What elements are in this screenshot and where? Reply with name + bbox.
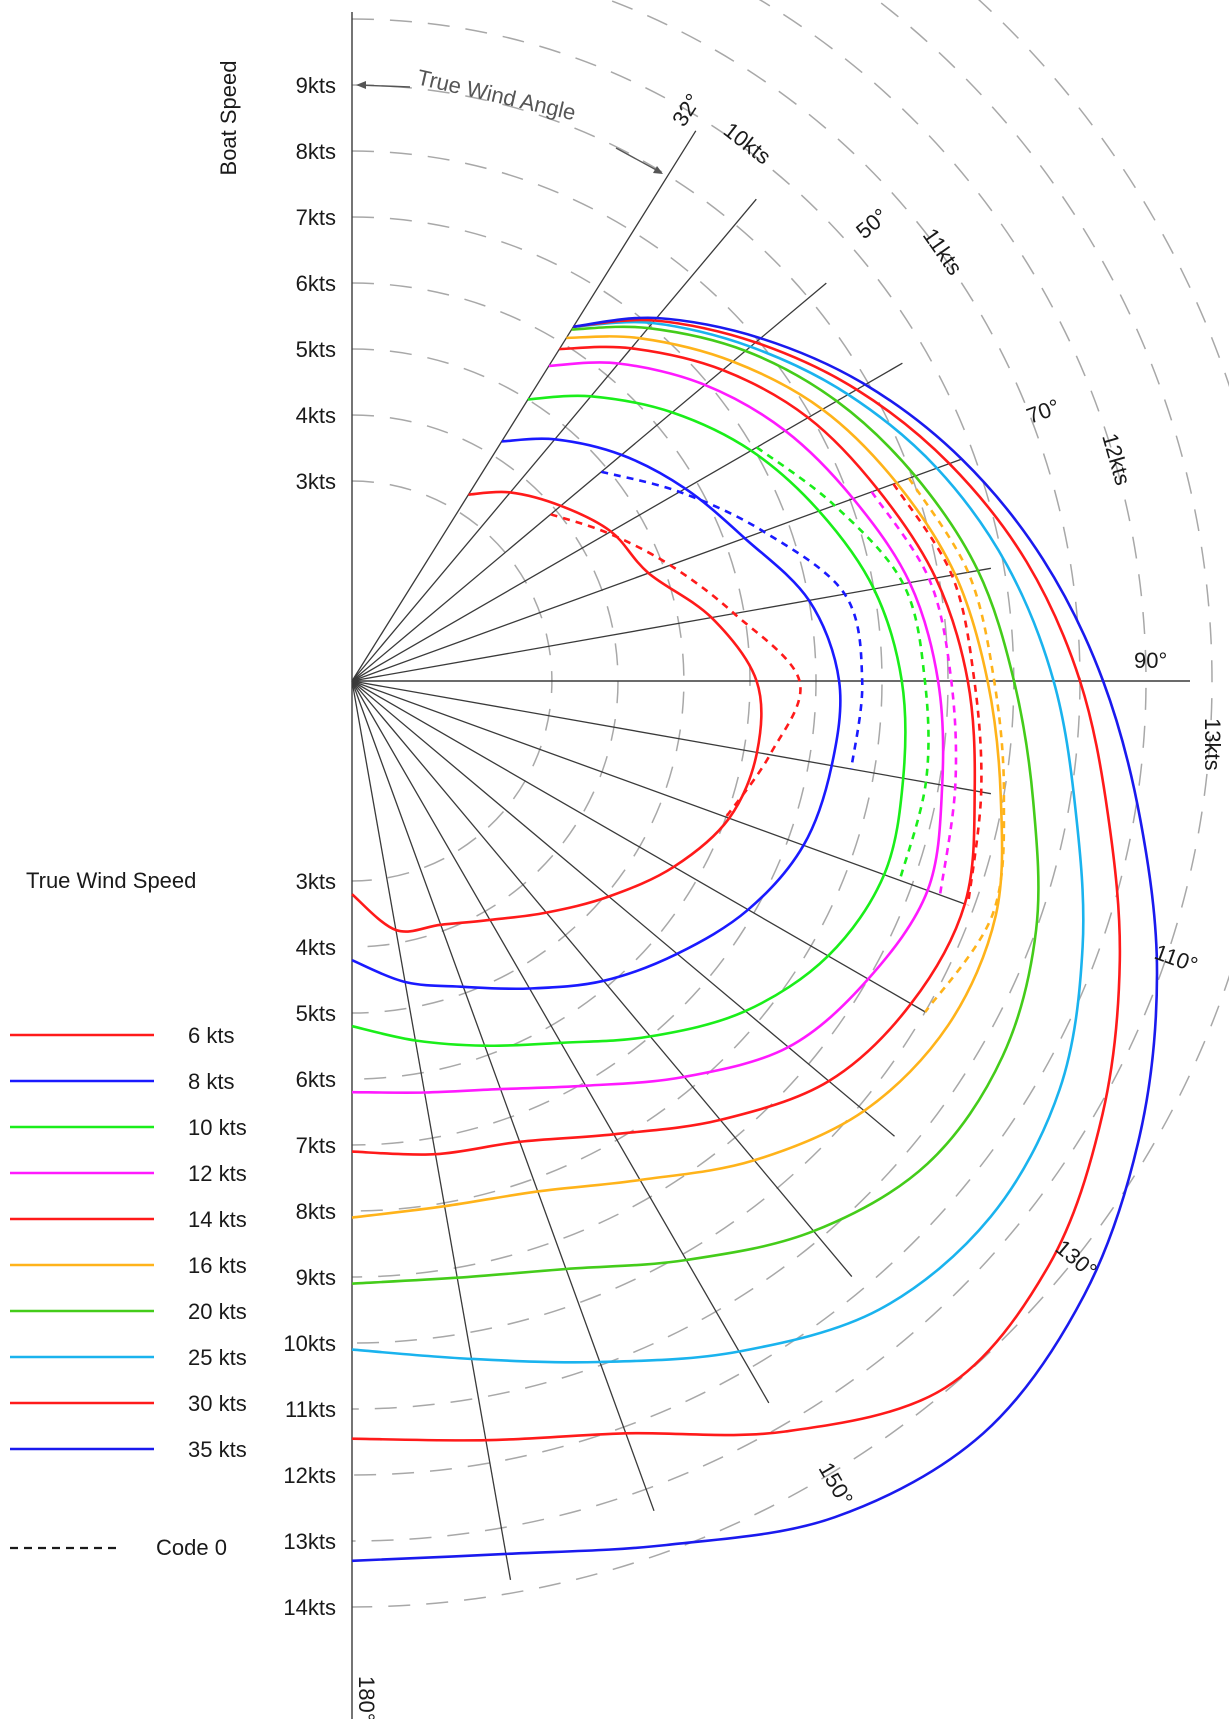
speed-ring [351,0,1213,1542]
polar-curve-20kts [351,325,1040,1285]
angle-spokes [351,130,992,1581]
polar-curves [351,316,1159,1563]
spoke-110 [351,680,966,905]
lower-tick-label: 5kts [296,1001,336,1026]
angle-label-90: 90° [1134,648,1167,673]
code0-curve-012kts [870,491,958,896]
legend-label: 20 kts [188,1299,247,1324]
true-wind-angle-title: True Wind Angle [415,65,578,126]
upper-tick-label: 9kts [296,73,336,98]
legend-label: 35 kts [188,1437,247,1462]
lower-tick-label: 11kts [285,1397,336,1422]
legend-title: True Wind Speed [26,868,196,893]
spoke-120 [351,680,926,1013]
speed-ring [351,0,1229,1608]
lower-tick-label: 14kts [283,1595,336,1620]
legend-label: 6 kts [188,1023,234,1048]
angle-title-pointers [356,81,663,174]
arc-label-10kts: 10kts [719,117,776,169]
polar-curve-25kts [351,320,1085,1364]
polar-curve-12kts [351,361,945,1094]
lower-speed-tick-labels: 3kts 4kts 5kts 6kts 7kts 8kts 9kts 10kts 11kts 12… [283,869,336,1620]
legend-label: 30 kts [188,1391,247,1416]
lower-tick-label: 8kts [296,1199,336,1224]
legend-label: 12 kts [188,1161,247,1186]
spoke-140 [351,680,853,1278]
polar-curve-14kts [351,345,977,1156]
lower-tick-label: 12kts [283,1463,336,1488]
spoke-160 [351,680,655,1512]
legend-label: 25 kts [188,1345,247,1370]
legend-label: 10 kts [188,1115,247,1140]
polar-curve-10kts [351,394,907,1048]
polar-curve-30kts [351,318,1122,1442]
speed-ring [351,414,619,948]
lower-tick-label: 3kts [296,869,336,894]
polar-curve-6kts [351,490,763,933]
code0-curve-014kts [892,483,983,906]
legend: 6 kts 8 kts 10 kts 12 kts 14 kts 16 kts 20 kts… [10,1023,247,1462]
lower-tick-label: 13kts [283,1529,336,1554]
angle-label-32: 32° [667,89,706,130]
speed-ring [351,84,949,1278]
arc-label-11kts: 11kts [918,224,968,280]
code0-curve-010kts [755,446,930,881]
spoke-130 [351,680,895,1137]
lower-tick-label: 4kts [296,935,336,960]
angle-label-50: 50° [851,203,893,244]
speed-rings [351,0,1229,1608]
angle-label-110: 110° [1151,939,1201,977]
spoke-80 [351,567,992,682]
upper-tick-label: 3kts [296,469,336,494]
boat-speed-title: Boat Speed [216,61,241,176]
upper-tick-label: 7kts [296,205,336,230]
legend-label: 16 kts [188,1253,247,1278]
speed-ring [351,0,1147,1476]
code0-curve-08kts [600,470,864,770]
spoke-70 [351,458,962,682]
angle-label-180: 180° [354,1676,379,1719]
code0-curve-016kts [907,477,1006,1013]
arc-label-13kts: 13kts [1200,718,1225,771]
angle-label-150: 150° [814,1458,858,1510]
spoke-100 [351,680,992,795]
lower-tick-label: 10kts [283,1331,336,1356]
speed-ring [351,348,685,1014]
lower-tick-label: 9kts [296,1265,336,1290]
code0-curve-06kts [550,513,802,818]
upper-speed-tick-labels: 3kts 4kts 5kts 6kts 7kts 8kts 9kts [296,73,336,494]
spoke-50 [351,282,827,682]
upper-tick-label: 6kts [296,271,336,296]
upper-tick-label: 4kts [296,403,336,428]
legend-label: 14 kts [188,1207,247,1232]
spoke-170 [351,680,512,1581]
arc-label-12kts: 12kts [1097,430,1136,487]
upper-tick-label: 8kts [296,139,336,164]
legend-code0-label: Code 0 [156,1535,227,1560]
legend-label: 8 kts [188,1069,234,1094]
spoke-32 [351,130,697,682]
polar-curve-35kts [351,316,1159,1563]
upper-tick-label: 5kts [296,337,336,362]
spoke-60 [351,362,903,682]
lower-tick-label: 6kts [296,1067,336,1092]
lower-tick-label: 7kts [296,1133,336,1158]
polar-curve-8kts [351,437,842,991]
angle-label-70: 70° [1023,394,1063,429]
